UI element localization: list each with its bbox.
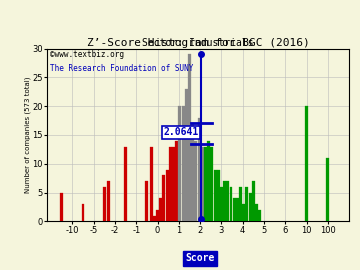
Text: Sector: Industrials: Sector: Industrials <box>142 38 254 48</box>
Bar <box>153 216 156 221</box>
Bar <box>223 181 226 221</box>
Bar <box>175 141 178 221</box>
Bar <box>252 181 255 221</box>
Bar <box>204 147 207 221</box>
Bar <box>201 147 204 221</box>
Bar <box>217 170 220 221</box>
Bar <box>103 187 106 221</box>
Bar <box>246 187 248 221</box>
Text: 2.0641: 2.0641 <box>163 127 198 137</box>
Bar <box>249 193 252 221</box>
Bar <box>124 147 127 221</box>
Bar <box>305 106 308 221</box>
Text: The Research Foundation of SUNY: The Research Foundation of SUNY <box>50 64 193 73</box>
Bar <box>169 147 172 221</box>
Bar <box>220 187 223 221</box>
Bar <box>226 181 229 221</box>
Bar <box>258 210 261 221</box>
Bar <box>327 158 329 221</box>
Bar <box>210 147 213 221</box>
Text: Score: Score <box>185 253 215 263</box>
Bar <box>194 141 197 221</box>
Bar <box>159 198 162 221</box>
Bar <box>233 198 236 221</box>
Bar <box>213 170 216 221</box>
Bar <box>81 204 85 221</box>
Bar <box>236 198 239 221</box>
Bar <box>156 210 159 221</box>
Title: Z’-Score Histogram for BGC (2016): Z’-Score Histogram for BGC (2016) <box>87 38 309 48</box>
Bar <box>145 181 148 221</box>
Bar <box>179 106 181 221</box>
Bar <box>198 118 201 221</box>
Text: ©www.textbiz.org: ©www.textbiz.org <box>50 50 124 59</box>
Bar <box>181 106 185 221</box>
Bar <box>185 89 188 221</box>
Bar <box>188 54 191 221</box>
Bar <box>255 204 258 221</box>
Y-axis label: Number of companies (573 total): Number of companies (573 total) <box>24 77 31 193</box>
Bar <box>230 187 233 221</box>
Bar <box>107 181 110 221</box>
Bar <box>191 123 194 221</box>
Bar <box>60 193 63 221</box>
Bar <box>162 175 165 221</box>
Bar <box>172 147 175 221</box>
Bar <box>239 187 242 221</box>
Bar <box>242 204 245 221</box>
Bar <box>166 170 168 221</box>
Bar <box>150 147 153 221</box>
Bar <box>207 141 210 221</box>
